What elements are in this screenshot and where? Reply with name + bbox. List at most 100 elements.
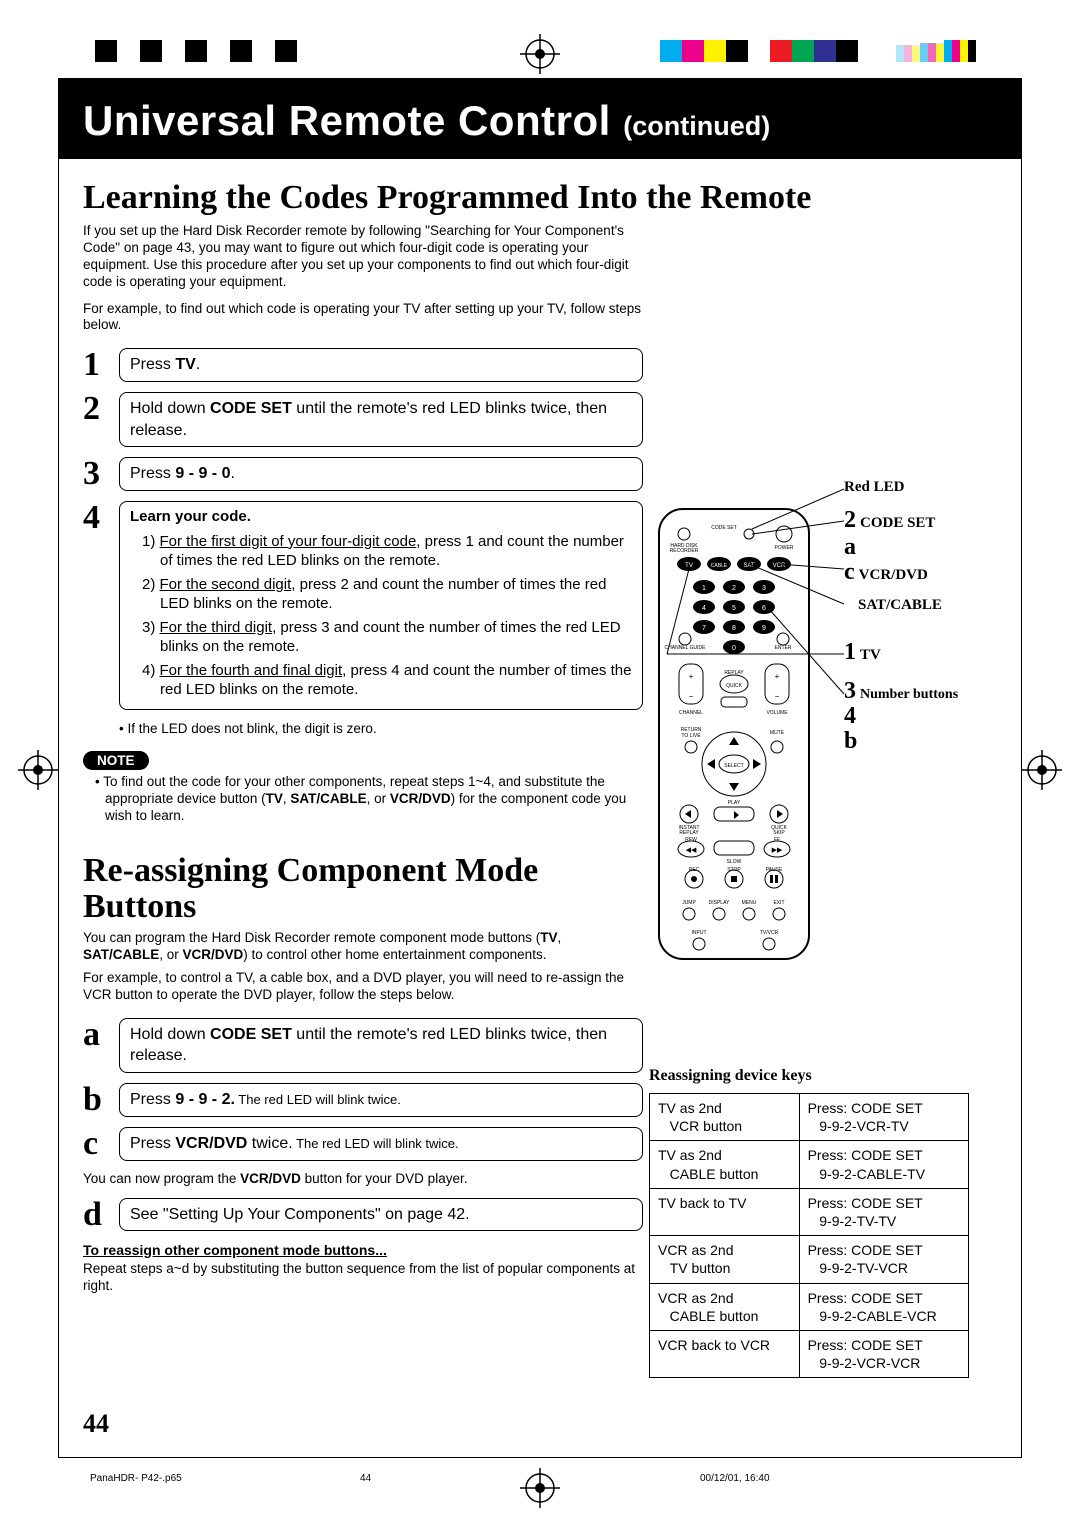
note-m2: , or — [367, 791, 390, 806]
page-number: 44 — [83, 1409, 109, 1439]
a-bold: CODE SET — [210, 1026, 292, 1043]
step4-item1: 1) For the first digit of your four-digi… — [130, 532, 632, 571]
red-led-label: Red LED — [844, 479, 904, 495]
section2-steps: a Hold down CODE SET until the remote's … — [83, 1018, 643, 1295]
step4-item4: 4) For the fourth and final digit, press… — [130, 661, 632, 700]
footer-left: PanaHDR- P42-.p65 — [90, 1473, 182, 1484]
section2-heading: Re-assigning Component Mode Buttons — [83, 853, 643, 924]
page-frame: Universal Remote Control (continued) Lea… — [58, 78, 1022, 1458]
svg-text:REPLAY: REPLAY — [724, 670, 744, 676]
table-cell-left: TV as 2nd CABLE button — [650, 1141, 800, 1188]
svg-text:ENTER: ENTER — [775, 645, 792, 651]
step2-bold: CODE SET — [210, 400, 292, 417]
step-3: 3 Press 9 - 9 - 0. — [83, 457, 643, 491]
step-num-3: 3 — [83, 457, 119, 491]
note-b3: VCR/DVD — [390, 791, 451, 806]
svg-text:7: 7 — [702, 625, 706, 632]
svg-text:−: − — [689, 692, 694, 701]
table-row: TV as 2nd VCR buttonPress: CODE SET 9-9-… — [650, 1094, 969, 1141]
svg-text:SLOW: SLOW — [727, 859, 742, 865]
svg-text:QUICK: QUICK — [726, 683, 743, 689]
table-cell-right: Press: CODE SET 9-9-2-CABLE-TV — [799, 1141, 968, 1188]
reassign-hdr: To reassign other component mode buttons… — [83, 1242, 643, 1258]
section1-steps: 1 Press TV. 2 Hold down CODE SET until t… — [83, 348, 643, 825]
c-small: The red LED will blink twice. — [293, 1136, 459, 1151]
step-4: 4 Learn your code. 1) For the first digi… — [83, 501, 643, 709]
note-pill: NOTE — [83, 751, 149, 770]
step-letter-d: d — [83, 1198, 119, 1232]
svg-text:9: 9 — [762, 625, 766, 632]
step-num-4: 4 — [83, 501, 119, 535]
num-n3: b — [844, 728, 857, 754]
svg-text:VOLUME: VOLUME — [766, 710, 788, 716]
table-cell-right: Press: CODE SET 9-9-2-TV-VCR — [799, 1236, 968, 1283]
b-small: The red LED will blink twice. — [235, 1092, 401, 1107]
svg-text:0: 0 — [732, 645, 736, 652]
page-header: Universal Remote Control (continued) — [59, 79, 1021, 159]
note-body: • To find out the code for your other co… — [95, 774, 643, 825]
footer-right: 00/12/01, 16:40 — [700, 1473, 770, 1484]
s2-i1-b3: VCR/DVD — [183, 947, 244, 962]
svg-text:STOP: STOP — [727, 867, 741, 873]
svg-text:4: 4 — [702, 605, 706, 612]
step4-item2: 2) For the second digit, press 2 and cou… — [130, 575, 632, 614]
footer-center: 44 — [360, 1473, 371, 1484]
table-cell-right: Press: CODE SET 9-9-2-CABLE-VCR — [799, 1283, 968, 1330]
step4-2-u: For the second digit — [160, 576, 292, 593]
s2-i1-b1: TV — [540, 930, 557, 945]
reassign-body: Repeat steps a~d by substituting the but… — [83, 1261, 643, 1295]
step4-bullet: • If the LED does not blink, the digit i… — [119, 720, 643, 738]
table-cell-left: TV back to TV — [650, 1188, 800, 1235]
table-cell-right: Press: CODE SET 9-9-2-TV-TV — [799, 1188, 968, 1235]
svg-text:FF: FF — [774, 837, 780, 843]
tv-label: TV — [860, 647, 881, 663]
svg-text:−: − — [775, 692, 780, 701]
svg-text:SELECT: SELECT — [724, 763, 743, 769]
step2-pre: Hold down — [130, 400, 210, 417]
callout-tv: 1TV — [844, 639, 881, 666]
step-d-body: See "Setting Up Your Components" on page… — [119, 1198, 643, 1232]
remote-column: HARD DISKRECORDER CODE SET POWER TV CABL… — [649, 479, 969, 1004]
svg-text:◀◀: ◀◀ — [686, 847, 697, 854]
svg-text:+: + — [775, 672, 780, 681]
step4-item3: 3) For the third digit, press 3 and coun… — [130, 618, 632, 657]
page-content: Learning the Codes Programmed Into the R… — [83, 179, 997, 1457]
table-cell-left: TV as 2nd VCR button — [650, 1094, 800, 1141]
svg-text:MUTE: MUTE — [770, 730, 785, 736]
section2-intro2: For example, to control a TV, a cable bo… — [83, 970, 643, 1004]
section1-intro2: For example, to find out which code is o… — [83, 301, 643, 335]
svg-text:5: 5 — [732, 605, 736, 612]
header-title-sub: (continued) — [623, 111, 770, 141]
svg-text:3: 3 — [762, 585, 766, 592]
code-set-l: a — [844, 534, 856, 560]
svg-text:DISPLAY: DISPLAY — [709, 900, 730, 906]
note-b1: TV — [266, 791, 283, 806]
step4-sublist: 1) For the first digit of your four-digi… — [130, 532, 632, 700]
table-cell-left: VCR as 2nd CABLE button — [650, 1283, 800, 1330]
callout-code-set: 2CODE SET a — [844, 507, 935, 561]
step-b: b Press 9 - 9 - 2. The red LED will blin… — [83, 1083, 643, 1117]
callout-vcr: cVCR/DVD — [844, 559, 928, 586]
step-num-1: 1 — [83, 348, 119, 382]
right-crosshair — [1022, 750, 1062, 790]
svg-text:CODE SET: CODE SET — [711, 525, 737, 531]
step-c-body: Press VCR/DVD twice. The red LED will bl… — [119, 1127, 643, 1161]
step-2-body: Hold down CODE SET until the remote's re… — [119, 392, 643, 447]
svg-text:JUMP: JUMP — [682, 900, 696, 906]
section2-intro1: You can program the Hard Disk Recorder r… — [83, 930, 643, 964]
device-table: TV as 2nd VCR buttonPress: CODE SET 9-9-… — [649, 1093, 969, 1378]
step-2: 2 Hold down CODE SET until the remote's … — [83, 392, 643, 447]
vcr-n: c — [844, 559, 855, 585]
a-pre: Hold down — [130, 1026, 210, 1043]
step4-3-u: For the third digit — [160, 619, 273, 636]
b-bold: 9 - 9 - 2. — [175, 1091, 235, 1108]
svg-text:1: 1 — [702, 585, 706, 592]
svg-text:REC: REC — [689, 867, 700, 873]
svg-text:PAUSE: PAUSE — [766, 867, 783, 873]
section1-heading: Learning the Codes Programmed Into the R… — [83, 179, 997, 217]
svg-text:CABLE: CABLE — [711, 563, 728, 569]
code-set-label: CODE SET — [860, 515, 935, 531]
step-1-body: Press TV. — [119, 348, 643, 382]
svg-text:POWER: POWER — [775, 545, 794, 551]
svg-text:RECORDER: RECORDER — [670, 548, 699, 554]
